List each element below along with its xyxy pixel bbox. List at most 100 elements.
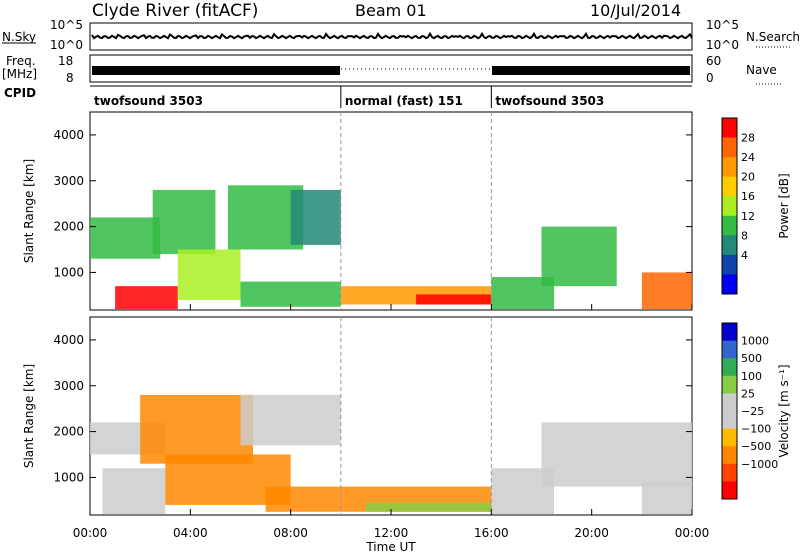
colorbar-tick-label: 1000 <box>741 335 769 348</box>
x-tick-label: 08:00 <box>273 526 308 540</box>
freq-band-1 <box>92 66 340 75</box>
x-tick-label: 04:00 <box>173 526 208 540</box>
nsky-trace <box>91 31 693 40</box>
power-data <box>90 112 692 310</box>
y-tick-label: 2000 <box>53 220 84 234</box>
colorbar-swatch <box>722 196 737 217</box>
power-yaxis: 1000 2000 3000 4000 <box>53 128 692 279</box>
x-tick-label: 00:00 <box>675 526 710 540</box>
range-cell-region <box>240 394 341 446</box>
freq-top: 18 <box>58 54 73 68</box>
range-cell-region <box>90 217 161 259</box>
range-cell-region <box>140 394 254 464</box>
nave-bottom: 0 <box>706 71 714 85</box>
cpid-label: CPID <box>4 86 36 100</box>
colorbar-swatch <box>722 254 737 275</box>
colorbar-label: Power [dB] <box>777 173 791 238</box>
cpid-segment-label: twofsound 3503 <box>94 94 203 108</box>
x-tick-label: 16:00 <box>474 526 509 540</box>
colorbar-swatch <box>722 323 737 342</box>
x-tick-label: 12:00 <box>374 526 409 540</box>
freq-band-3 <box>492 66 690 75</box>
colorbar-tick-label: 16 <box>741 190 755 203</box>
range-cell-region <box>416 294 492 305</box>
time-axis: 00:00 04:00 08:00 12:00 16:00 20:00 00:00 <box>73 304 710 540</box>
nsky-label: N.Sky <box>2 30 36 44</box>
colorbar-swatch <box>722 411 737 430</box>
colorbar-tick-label: 25 <box>741 387 755 400</box>
y-tick-label: 1000 <box>53 265 84 279</box>
cpid-segment-label: twofsound 3503 <box>495 94 604 108</box>
x-tick-label: 00:00 <box>73 526 108 540</box>
nave-top: 60 <box>706 54 721 68</box>
range-cell-region <box>240 281 341 307</box>
cpid-segment-label: normal (fast) 151 <box>345 94 463 108</box>
y-tick-label: 3000 <box>53 174 84 188</box>
colorbar-tick-label: 28 <box>741 132 755 145</box>
beam-title: Beam 01 <box>355 1 427 20</box>
freq-unit: [MHz] <box>2 67 37 81</box>
colorbar-frame <box>721 322 738 500</box>
colorbar-swatch <box>722 176 737 197</box>
colorbar-tick-label: 4 <box>741 249 748 262</box>
nsearch-label: N.Search <box>746 30 800 44</box>
colorbar-label: Velocity [m s⁻¹] <box>777 364 791 457</box>
range-cell-region <box>115 286 178 310</box>
colorbar-swatch <box>722 340 737 359</box>
colorbar-tick-label: 24 <box>741 151 755 164</box>
colorbar-swatch <box>722 215 737 236</box>
colorbar-tick-label: 8 <box>741 229 748 242</box>
range-cell-region <box>641 272 692 310</box>
freq-label: Freq. <box>6 54 36 68</box>
range-cell-region <box>641 482 692 515</box>
freq-bottom: 8 <box>66 71 74 85</box>
range-cell-region <box>541 226 617 287</box>
nsky-bottom: 10^0 <box>50 38 83 52</box>
range-cell-region <box>102 468 166 515</box>
velocity-data <box>90 317 692 515</box>
colorbar-swatch <box>722 235 737 256</box>
y-tick-label: 4000 <box>53 128 84 142</box>
y-tick-label: 4000 <box>53 333 84 347</box>
colorbar-swatch <box>722 118 737 139</box>
colorbar-tick-label: −100 <box>741 423 771 436</box>
range-cell-region <box>152 189 216 255</box>
y-tick-label: 3000 <box>53 379 84 393</box>
velocity-panel: 1000 2000 3000 4000 Slant Range [km] 1000 50… <box>22 316 791 516</box>
velocity-ylabel: Slant Range [km] <box>22 364 36 468</box>
velocity-yaxis: 1000 2000 3000 4000 <box>53 333 692 484</box>
range-cell-region <box>290 189 341 245</box>
station-title: Clyde River (fitACF) <box>92 1 258 21</box>
range-cell-region <box>541 422 692 487</box>
freq-panel <box>89 54 693 83</box>
range-cell-region <box>365 502 492 512</box>
colorbar-tick-label: −500 <box>741 440 771 453</box>
colorbar-tick-label: 500 <box>741 352 762 365</box>
nsky-top: 10^5 <box>50 18 83 32</box>
colorbar-tick-label: 100 <box>741 370 762 383</box>
colorbar-swatch <box>722 137 737 158</box>
power-colorbar: 28 24 20 16 12 8 4 Power [dB] <box>721 117 791 295</box>
power-panel: 1000 2000 3000 4000 Slant Range [km] 28 24 20… <box>22 111 791 311</box>
y-tick-label: 1000 <box>53 470 84 484</box>
nsearch-bottom: 10^0 <box>706 38 739 52</box>
power-ylabel: Slant Range [km] <box>22 159 36 263</box>
colorbar-tick-label: −1000 <box>741 458 778 471</box>
colorbar-swatch <box>722 428 737 447</box>
nsearch-top: 10^5 <box>706 18 739 32</box>
colorbar-tick-label: 12 <box>741 210 755 223</box>
colorbar-swatch <box>722 481 737 500</box>
colorbar-frame <box>721 117 738 295</box>
date-title: 10/Jul/2014 <box>590 1 681 20</box>
colorbar-tick-label: −25 <box>741 405 764 418</box>
time-axis-label: Time UT <box>365 540 416 554</box>
y-tick-label: 2000 <box>53 425 84 439</box>
range-cell-region <box>177 249 241 300</box>
colorbar-tick-label: 20 <box>741 171 755 184</box>
colorbar-swatch <box>722 358 737 377</box>
colorbar-swatch <box>722 393 737 412</box>
colorbar-swatch <box>722 463 737 482</box>
nave-label: Nave <box>746 63 777 77</box>
